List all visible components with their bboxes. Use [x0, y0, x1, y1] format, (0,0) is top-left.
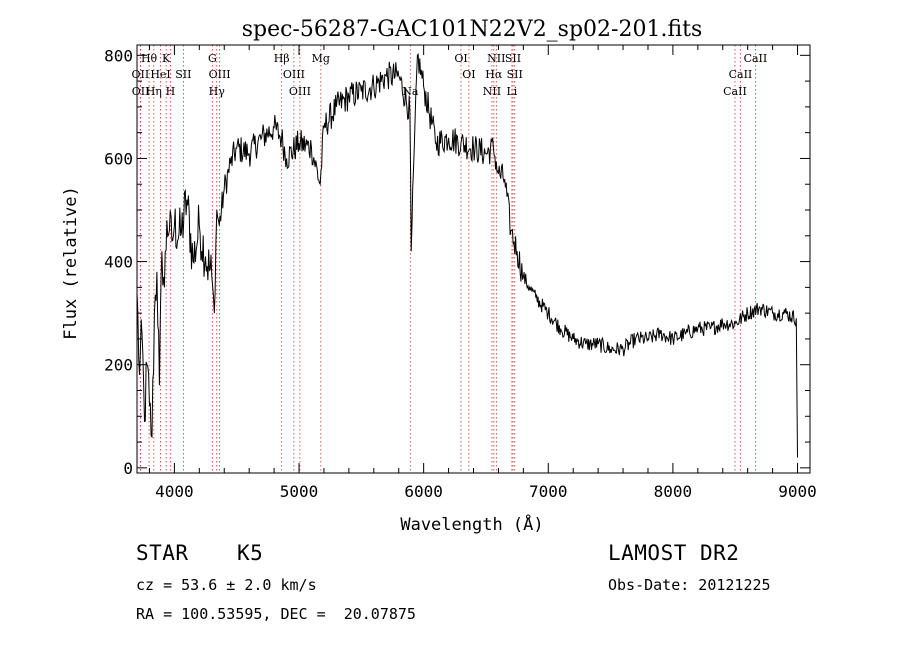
line-label-25: Li [506, 85, 517, 98]
y-tick-label: 800 [104, 46, 133, 65]
line-label-11: SII [175, 68, 191, 81]
x-tick-label: 8000 [654, 482, 693, 501]
object-subclass: K5 [237, 541, 264, 565]
x-tick-label: 5000 [280, 482, 319, 501]
survey-name: LAMOST DR2 [608, 541, 740, 565]
obs-date: Obs-Date: 20121225 [608, 576, 771, 594]
x-tick-label: 7000 [529, 482, 568, 501]
line-label-22: OIII [289, 85, 311, 98]
y-tick-label: 0 [123, 459, 133, 478]
line-label-9: OII [132, 68, 150, 81]
redshift-text: cz = 53.6 ± 2.0 km/s [136, 576, 317, 594]
line-label-14: OI [462, 68, 475, 81]
line-label-4: Mg [312, 52, 330, 65]
line-label-3: Hβ [274, 52, 290, 65]
line-label-17: CaII [729, 68, 753, 81]
y-axis-label: Flux (relative) [61, 186, 81, 340]
x-axis: 4000 5000 6000 7000 8000 9000 [148, 45, 817, 501]
x-tick-label: 6000 [404, 482, 443, 501]
line-label-5: OI [454, 52, 467, 65]
chart-title: spec-56287-GAC101N22V2_sp02-201.fits [242, 17, 703, 42]
y-axis: 0 200 400 600 800 [104, 46, 810, 478]
line-label-7: SII [505, 52, 521, 65]
line-label-19: Hη [146, 85, 162, 98]
y-tick-label: 400 [104, 253, 133, 272]
line-label-2: G [208, 52, 217, 65]
x-axis-label: Wavelength (Å) [400, 513, 543, 535]
line-label-1: K [162, 52, 171, 65]
x-tick-label: 4000 [155, 482, 194, 501]
line-label-6: NII [487, 52, 505, 65]
line-label-10: HeI [150, 68, 170, 81]
line-label-18: OII [132, 85, 150, 98]
line-label-24: NII [483, 85, 501, 98]
line-label-13: OIII [283, 68, 305, 81]
object-class: STAR [136, 541, 189, 565]
line-label-0: Hθ [141, 52, 158, 65]
plot-frame [136, 44, 811, 474]
x-tick-label: 9000 [778, 482, 817, 501]
y-tick-label: 200 [104, 356, 133, 375]
line-label-16: SII [507, 68, 523, 81]
line-label-21: Hγ [209, 85, 226, 98]
y-tick-label: 600 [104, 149, 133, 168]
line-label-15: Hα [485, 68, 503, 81]
line-label-20: H [166, 85, 176, 98]
line-label-26: CaII [723, 85, 747, 98]
coordinates: RA = 100.53595, DEC = 20.07875 [136, 605, 416, 623]
line-label-12: OIII [209, 68, 231, 81]
emission-line-markers [139, 45, 756, 473]
spectrum-line [136, 52, 798, 458]
line-label-8: CaII [744, 52, 768, 65]
